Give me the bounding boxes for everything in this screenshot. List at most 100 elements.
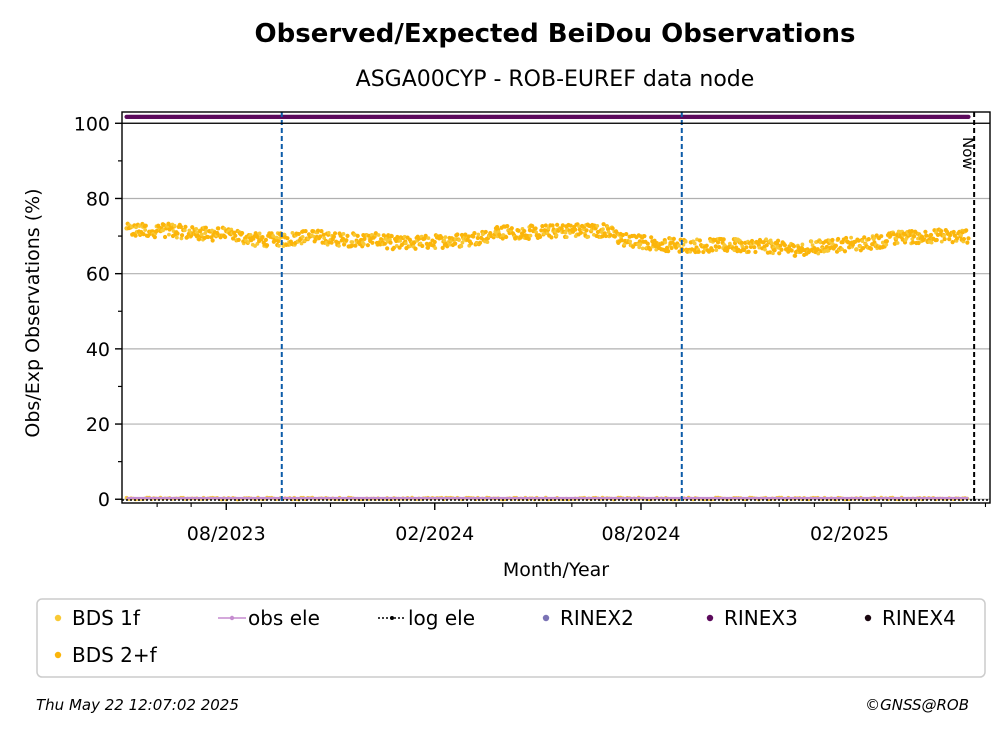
bds2f-point xyxy=(696,249,701,254)
bds2f-point xyxy=(964,228,969,233)
bds2f-point xyxy=(663,240,668,245)
bds2f-point xyxy=(455,232,460,237)
bds2f-point xyxy=(911,234,917,239)
bds2f-point xyxy=(715,240,721,245)
bds2f-point xyxy=(543,223,548,228)
bds2f-point xyxy=(246,240,251,244)
bds2f-point xyxy=(860,246,866,251)
bds2f-point xyxy=(830,237,835,243)
bds2f-point xyxy=(606,230,611,235)
bds2f-point xyxy=(739,240,744,245)
bds2f-point xyxy=(671,236,676,241)
vertical-markers xyxy=(122,112,990,503)
bds2f-point xyxy=(676,243,681,248)
bds2f-point xyxy=(350,240,355,245)
bds2f-point xyxy=(403,241,408,246)
bds2f-point xyxy=(248,233,253,237)
bds2f-point xyxy=(564,235,569,240)
x-axis-label: Month/Year xyxy=(503,559,609,581)
bds2f-point xyxy=(385,246,390,251)
bds2f-point xyxy=(459,244,464,249)
x-axis: 08/2023 02/2024 08/2024 02/2025 xyxy=(156,503,987,545)
bds2f-point xyxy=(846,240,851,245)
chart-title: Observed/Expected BeiDou Observations xyxy=(255,19,856,49)
bds2f-point xyxy=(586,234,591,239)
bds2f-point xyxy=(264,243,270,248)
bds2f-point xyxy=(413,246,418,251)
bds2f-point xyxy=(550,223,555,228)
bds2f-point xyxy=(296,231,301,237)
bds2f-point xyxy=(816,251,821,256)
bds2f-point xyxy=(924,233,929,238)
bds2f-point xyxy=(856,238,861,243)
bds2f-point xyxy=(206,234,211,240)
bds2f-point xyxy=(423,233,428,238)
bds2f-point xyxy=(934,237,939,243)
bds2f-point xyxy=(500,236,505,241)
bds2f-point xyxy=(274,235,279,240)
bds2f-point xyxy=(194,227,199,231)
bds2f-point xyxy=(370,240,375,245)
bds2f-point xyxy=(395,234,400,240)
bds2f-point xyxy=(361,242,366,247)
bds2f-point xyxy=(179,236,184,241)
bds2f-point xyxy=(319,228,324,234)
bds2f-point xyxy=(740,244,745,249)
bds2f-point xyxy=(559,226,564,231)
legend-label: obs ele xyxy=(248,606,320,630)
bds2f-point xyxy=(554,233,559,238)
bds2f-point xyxy=(338,233,343,238)
bds2f-point xyxy=(534,230,539,235)
bds2f-point xyxy=(792,253,798,258)
footer-copyright: ©GNSS@ROB xyxy=(865,696,969,714)
bds2f-point xyxy=(637,245,642,250)
bds2f-point xyxy=(568,223,573,228)
y-tick-label-40: 40 xyxy=(86,339,110,361)
bds2f-point xyxy=(939,229,944,234)
bds2f-point xyxy=(800,242,805,247)
bds2f-point xyxy=(950,240,955,245)
bds2f-point xyxy=(391,245,397,250)
bds2f-point xyxy=(764,237,769,242)
bds2f-point xyxy=(563,230,568,235)
bds2f-point xyxy=(891,231,896,237)
bds2f-point xyxy=(161,228,166,233)
bds2f-point xyxy=(210,238,215,243)
bds2f-point xyxy=(179,233,185,238)
bds2f-point xyxy=(321,232,326,237)
bds2f-point xyxy=(791,244,797,249)
bds2f-point xyxy=(714,248,719,253)
bds2f-point xyxy=(276,239,281,244)
bds2f-point xyxy=(257,231,262,236)
bds2f-point xyxy=(812,245,817,251)
legend-box xyxy=(36,598,986,678)
rinex3-point xyxy=(966,114,971,119)
bds2f-point xyxy=(538,234,543,240)
bds2f-point xyxy=(362,236,367,242)
bds2f-point xyxy=(389,233,394,239)
legend: BDS 1f obs ele log ele RINEX2 RINEX3 RINEX4 BD… xyxy=(54,606,956,667)
bds2f-point xyxy=(645,241,650,246)
bds2f-point xyxy=(664,245,670,250)
bds2f-point xyxy=(236,237,241,242)
bds2f-point xyxy=(622,242,627,247)
bds2f-point xyxy=(692,241,697,246)
bds2f-point xyxy=(752,245,757,250)
bds2f-point xyxy=(669,245,674,251)
bds2f-point xyxy=(721,237,726,242)
bds2f-point xyxy=(152,235,157,240)
bds2f-point xyxy=(240,231,245,236)
bds2f-point xyxy=(260,235,265,240)
bds2f-point xyxy=(336,240,341,245)
x-tick-label: 08/2024 xyxy=(602,523,681,545)
bds2f-point xyxy=(329,240,334,245)
bds2f-point xyxy=(475,235,480,241)
legend-item-rinex4: RINEX4 xyxy=(864,606,956,630)
bds2f-point xyxy=(710,248,715,253)
bds2f-point xyxy=(809,239,814,244)
bds2f-point xyxy=(528,233,533,238)
legend-item-log_ele: log ele xyxy=(378,606,475,630)
bds2f-point xyxy=(365,243,370,248)
bds2f-point xyxy=(778,243,783,248)
bds2f-point xyxy=(772,248,777,253)
